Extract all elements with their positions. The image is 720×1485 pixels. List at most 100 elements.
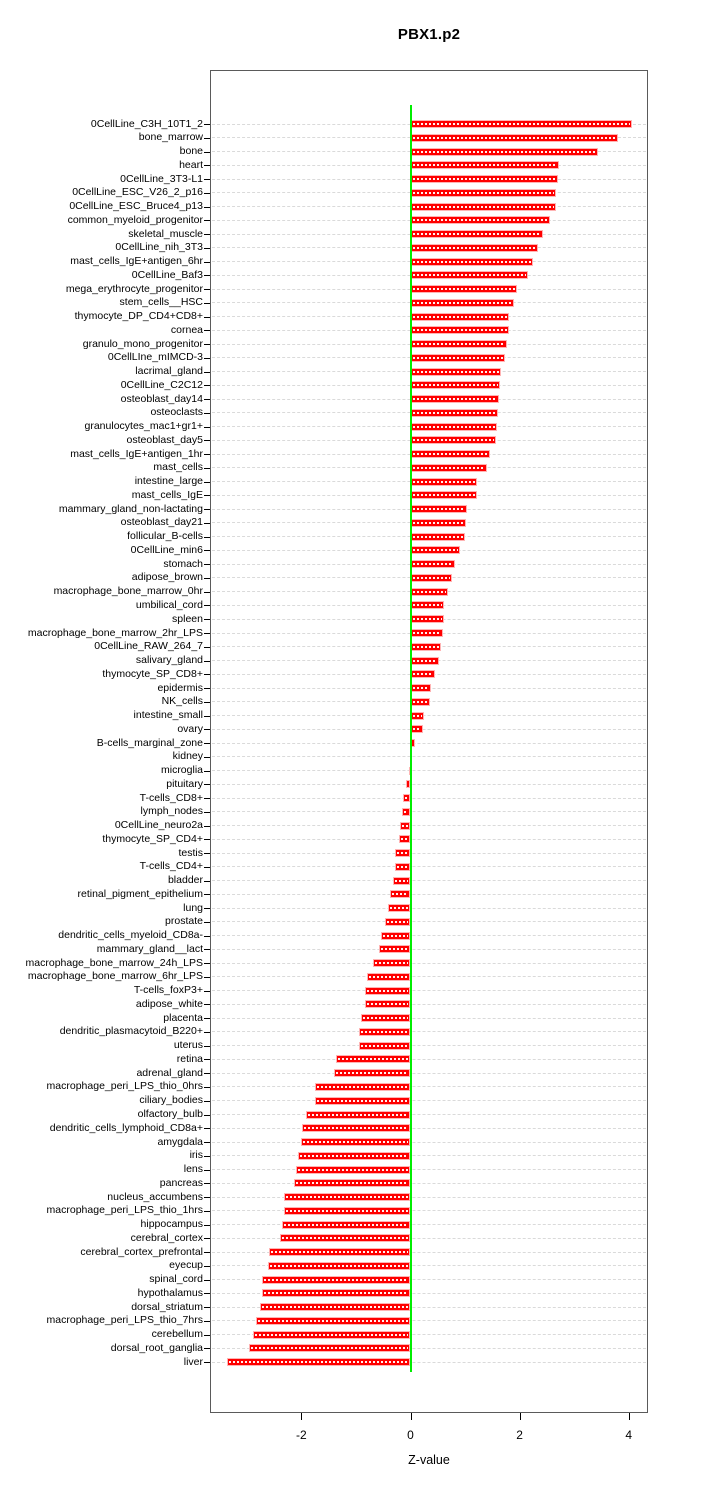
category-label: mammary_gland__lact xyxy=(96,942,203,955)
bar xyxy=(410,505,467,514)
bar xyxy=(381,931,411,940)
bar xyxy=(366,972,411,981)
bar-inner-dash xyxy=(412,687,429,690)
bar-inner-dash xyxy=(412,164,557,167)
y-axis-tick xyxy=(204,357,210,359)
y-axis-tick xyxy=(204,1238,210,1240)
y-axis-tick xyxy=(204,247,210,249)
bar xyxy=(395,849,411,858)
row-gridline xyxy=(212,1334,646,1336)
category-label: pancreas xyxy=(159,1176,203,1189)
category-label: osteoblast_day21 xyxy=(120,516,203,529)
bar-inner-dash xyxy=(412,178,557,181)
bar-inner-dash xyxy=(412,205,554,208)
bar xyxy=(294,1179,411,1188)
x-axis-tick xyxy=(628,1413,630,1420)
y-axis-tick xyxy=(204,467,210,469)
bar-inner-dash xyxy=(412,714,422,717)
y-axis-tick xyxy=(204,798,210,800)
bar-inner-dash xyxy=(412,576,450,579)
y-axis-tick xyxy=(204,440,210,442)
bar-inner-dash xyxy=(270,1264,409,1267)
row-gridline xyxy=(212,1045,646,1047)
y-axis-tick xyxy=(204,1197,210,1199)
y-axis-tick xyxy=(204,371,210,373)
y-axis-tick xyxy=(204,908,210,910)
bar-inner-dash xyxy=(412,645,440,648)
bar xyxy=(262,1275,411,1284)
bar xyxy=(410,340,507,349)
category-label: bone xyxy=(179,145,203,157)
category-label: mega_erythrocyte_progenitor xyxy=(65,282,203,295)
row-gridline xyxy=(212,1114,646,1115)
bar xyxy=(410,408,498,417)
y-axis-tick xyxy=(204,454,210,456)
category-label: adrenal_gland xyxy=(136,1066,203,1079)
y-axis-tick xyxy=(204,591,210,593)
y-axis-tick xyxy=(204,921,210,923)
bar xyxy=(394,862,411,871)
row-gridline xyxy=(212,770,646,772)
bar-inner-dash xyxy=(412,150,597,153)
x-tick-label: 0 xyxy=(407,1428,414,1442)
bar-inner-dash xyxy=(368,975,409,978)
row-gridline xyxy=(212,728,646,730)
bar-inner-dash xyxy=(307,1113,409,1116)
category-label: lens xyxy=(183,1163,203,1176)
bar xyxy=(410,642,442,651)
category-label: B-cells_marginal_zone xyxy=(96,736,203,749)
category-label: ciliary_bodies xyxy=(139,1094,203,1107)
y-axis-tick xyxy=(204,1073,210,1075)
category-label: dorsal_striatum xyxy=(131,1300,203,1313)
category-label: 0CellLine_ESC_Bruce4_p13 xyxy=(69,200,203,213)
bar xyxy=(334,1069,411,1078)
category-label: retina xyxy=(176,1052,203,1065)
category-label: adipose_brown xyxy=(131,571,203,584)
category-label: umbilical_cord xyxy=(135,598,203,611)
y-axis-tick xyxy=(204,316,210,318)
bar-inner-dash xyxy=(412,604,443,607)
bar xyxy=(385,917,411,926)
bar-inner-dash xyxy=(338,1058,409,1061)
y-axis-tick xyxy=(204,646,210,648)
row-gridline xyxy=(212,1306,646,1308)
y-axis-tick xyxy=(204,715,210,717)
y-axis-tick xyxy=(204,1279,210,1281)
y-axis-tick xyxy=(204,1004,210,1006)
bar-inner-dash xyxy=(412,535,464,538)
bar-inner-dash xyxy=(412,274,526,277)
bar xyxy=(268,1261,411,1270)
y-axis-tick xyxy=(204,1031,210,1033)
row-gridline xyxy=(212,1127,646,1129)
bar-inner-dash xyxy=(251,1347,409,1350)
y-axis-tick xyxy=(204,1224,210,1226)
bar xyxy=(360,1014,411,1023)
y-axis-tick xyxy=(204,1142,210,1144)
y-axis-tick xyxy=(204,1155,210,1157)
bar xyxy=(390,890,411,899)
y-axis-tick xyxy=(204,522,210,524)
bar xyxy=(410,230,543,239)
bar xyxy=(379,945,411,954)
row-gridline xyxy=(212,935,646,937)
row-gridline xyxy=(212,1237,646,1239)
row-gridline xyxy=(212,852,646,854)
y-axis-tick xyxy=(204,412,210,414)
y-axis-tick xyxy=(204,426,210,428)
bar-inner-dash xyxy=(412,191,555,194)
bar-inner-dash xyxy=(263,1292,409,1295)
bar xyxy=(269,1248,411,1257)
row-gridline xyxy=(212,962,646,964)
bar xyxy=(252,1330,411,1339)
row-gridline xyxy=(212,1182,646,1184)
bar-inner-dash xyxy=(381,948,409,951)
bar xyxy=(410,147,599,156)
row-gridline xyxy=(212,1141,646,1143)
category-label: adipose_white xyxy=(135,997,203,1010)
category-label: dendritic_plasmacytoid_B220+ xyxy=(59,1025,203,1038)
bar-inner-dash xyxy=(412,288,516,291)
y-axis-tick xyxy=(204,1100,210,1102)
y-axis-tick xyxy=(204,1252,210,1254)
bar-inner-dash xyxy=(401,838,409,841)
